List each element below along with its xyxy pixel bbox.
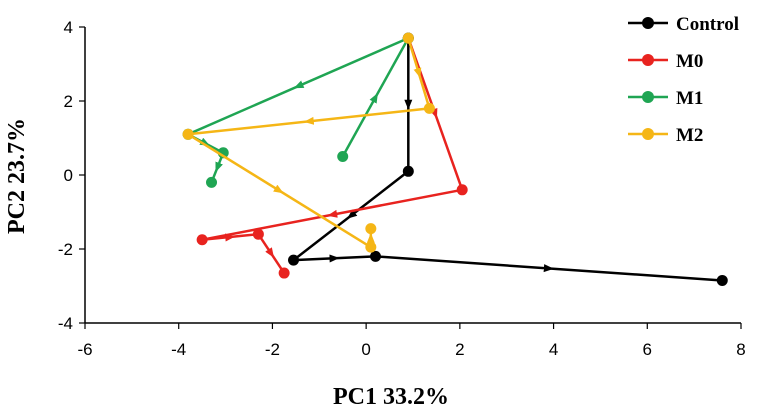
- data-point: [370, 250, 382, 262]
- series-m0: [196, 32, 468, 279]
- data-point: [716, 274, 728, 286]
- y-tick-label: 4: [64, 18, 73, 37]
- legend: Control M0 M1 M2: [628, 14, 739, 146]
- legend-swatch-marker: [642, 17, 654, 29]
- x-tick-label: -6: [77, 340, 92, 359]
- series-segment: [292, 170, 410, 262]
- x-tick-label: 6: [643, 340, 652, 359]
- data-point: [182, 128, 194, 140]
- series-layer: [182, 32, 728, 286]
- series-segment: [407, 37, 431, 109]
- data-point: [206, 176, 218, 188]
- series-m2: [182, 32, 435, 253]
- data-point: [365, 241, 377, 253]
- legend-label: M2: [676, 125, 703, 146]
- data-point: [402, 32, 414, 44]
- series-m1: [182, 32, 414, 188]
- series-segment: [187, 36, 409, 136]
- series-segment: [257, 233, 286, 274]
- x-tick-label: 4: [549, 340, 558, 359]
- series-segment: [341, 37, 410, 158]
- legend-swatch-marker: [642, 91, 654, 103]
- y-tick-label: -2: [58, 240, 73, 259]
- x-axis-title: PC1 33.2%: [333, 384, 449, 410]
- x-tick-label: -2: [265, 340, 280, 359]
- data-point: [423, 102, 435, 114]
- x-tick-label: 0: [361, 340, 370, 359]
- series-segment: [293, 255, 376, 262]
- data-point: [402, 165, 414, 177]
- legend-swatch-marker: [642, 128, 654, 140]
- series-segment: [375, 255, 723, 282]
- legend-label: M1: [676, 88, 703, 109]
- data-point: [365, 223, 377, 235]
- y-axis-title: PC2 23.7%: [4, 118, 30, 234]
- data-point: [252, 228, 264, 240]
- legend-label: M0: [676, 51, 703, 72]
- series-segment: [187, 107, 430, 136]
- y-tick-label: -4: [58, 314, 73, 333]
- data-point: [196, 234, 208, 246]
- data-point: [456, 184, 468, 196]
- legend-swatch-marker: [642, 54, 654, 66]
- y-tick-label: 0: [64, 166, 73, 185]
- series-segment: [201, 188, 463, 241]
- series-control: [288, 32, 728, 286]
- data-point: [278, 267, 290, 279]
- data-point: [337, 151, 349, 162]
- x-tick-label: 8: [736, 340, 745, 359]
- data-point: [288, 254, 300, 266]
- x-tick-label: 2: [455, 340, 464, 359]
- legend-label: Control: [676, 14, 739, 35]
- x-tick-label: -4: [171, 340, 186, 359]
- y-tick-label: 2: [64, 92, 73, 111]
